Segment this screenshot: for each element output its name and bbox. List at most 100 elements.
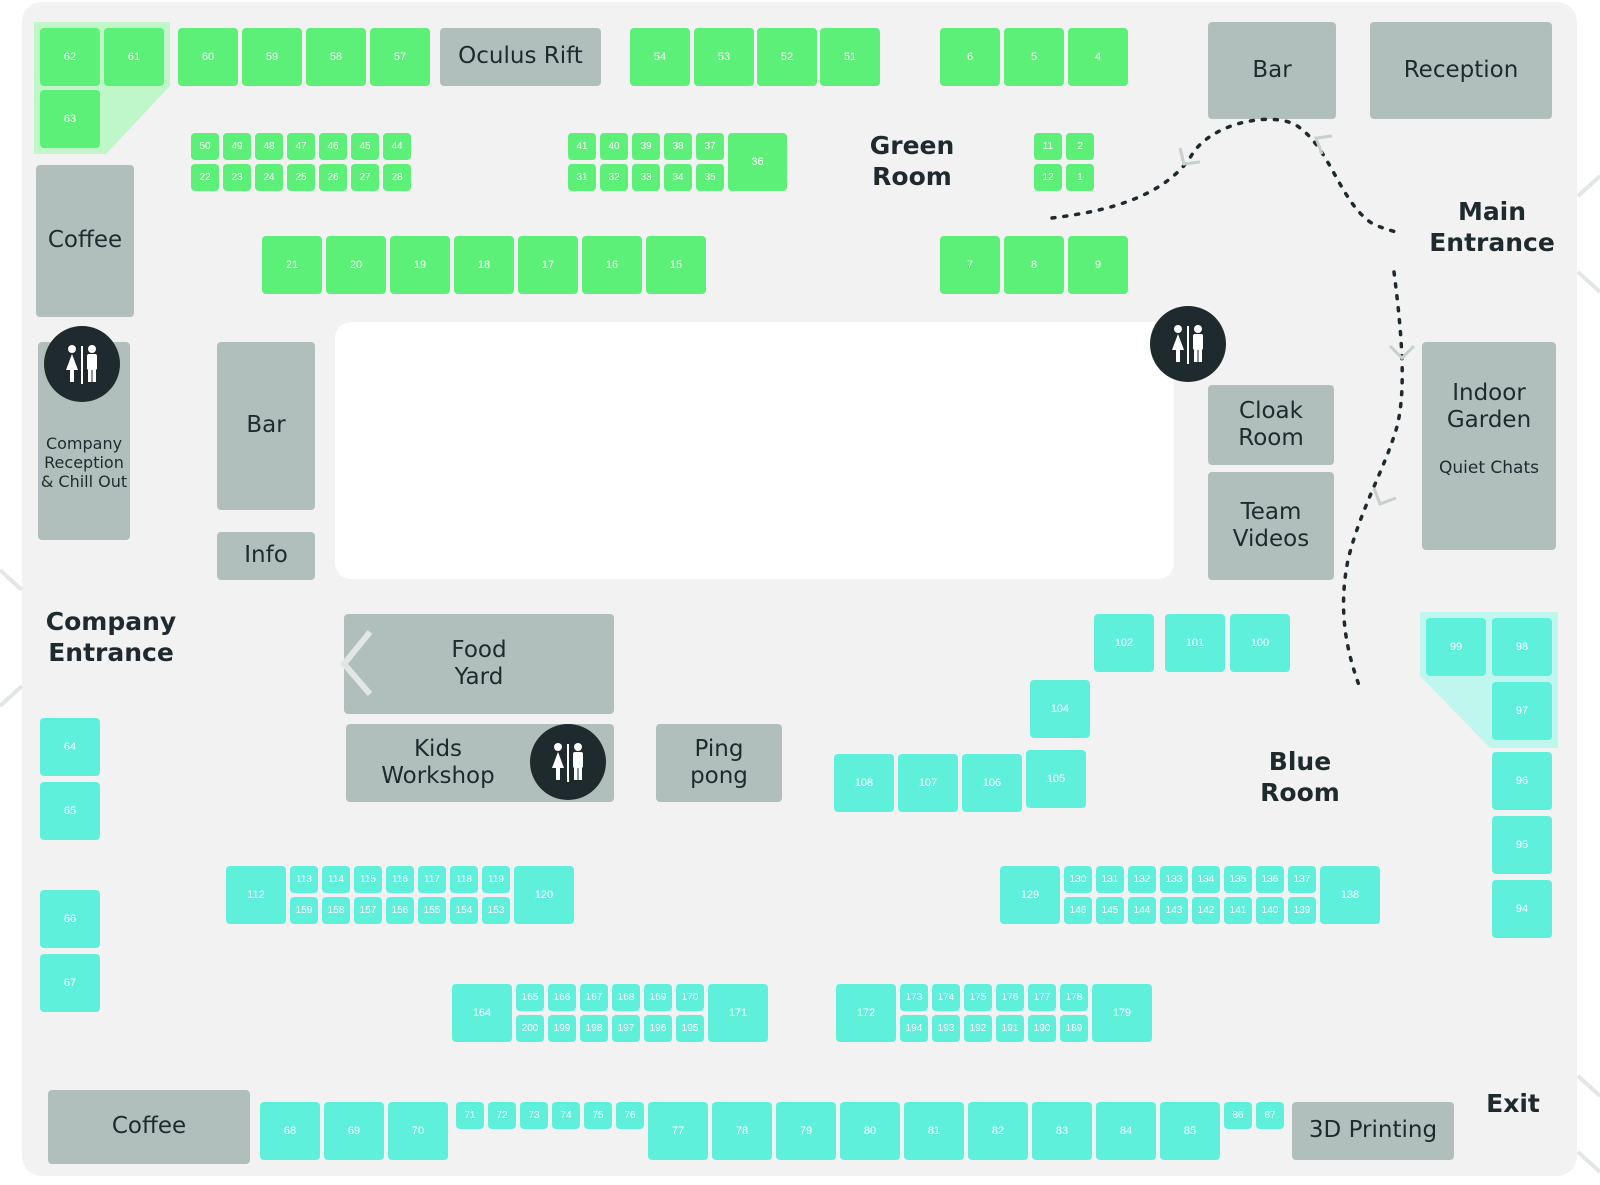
booth-155[interactable]: 155 [418, 897, 446, 924]
booth-20[interactable]: 20 [326, 236, 386, 294]
booth-176[interactable]: 176 [996, 984, 1024, 1011]
booth-172[interactable]: 172 [836, 984, 896, 1042]
booth-8[interactable]: 8 [1004, 236, 1064, 294]
booth-144[interactable]: 144 [1128, 897, 1156, 924]
booth-86[interactable]: 86 [1224, 1102, 1252, 1129]
booth-165[interactable]: 165 [516, 984, 544, 1011]
booth-154[interactable]: 154 [450, 897, 478, 924]
booth-133[interactable]: 133 [1160, 866, 1188, 893]
booth-33[interactable]: 33 [632, 164, 660, 191]
booth-146[interactable]: 146 [1064, 897, 1092, 924]
booth-108[interactable]: 108 [834, 754, 894, 812]
booth-57[interactable]: 57 [370, 28, 430, 86]
booth-198[interactable]: 198 [580, 1015, 608, 1042]
coffee-bottom-zone[interactable]: Coffee [48, 1090, 250, 1164]
cloak-room-zone[interactable]: Cloak Room [1208, 385, 1334, 465]
booth-84[interactable]: 84 [1096, 1102, 1156, 1160]
booth-80[interactable]: 80 [840, 1102, 900, 1160]
booth-4[interactable]: 4 [1068, 28, 1128, 86]
booth-41[interactable]: 41 [568, 133, 596, 160]
booth-45[interactable]: 45 [351, 133, 379, 160]
booth-96[interactable]: 96 [1492, 752, 1552, 810]
booth-38[interactable]: 38 [664, 133, 692, 160]
booth-190[interactable]: 190 [1028, 1015, 1056, 1042]
coffee-top-zone[interactable]: Coffee [36, 165, 134, 317]
booth-74[interactable]: 74 [552, 1102, 580, 1129]
booth-2[interactable]: 2 [1066, 133, 1094, 160]
booth-6[interactable]: 6 [940, 28, 1000, 86]
booth-101[interactable]: 101 [1165, 614, 1225, 672]
booth-32[interactable]: 32 [600, 164, 628, 191]
booth-167[interactable]: 167 [580, 984, 608, 1011]
booth-39[interactable]: 39 [632, 133, 660, 160]
booth-67[interactable]: 67 [40, 954, 100, 1012]
booth-59[interactable]: 59 [242, 28, 302, 86]
booth-178[interactable]: 178 [1060, 984, 1088, 1011]
booth-102[interactable]: 102 [1094, 614, 1154, 672]
booth-157[interactable]: 157 [354, 897, 382, 924]
booth-100[interactable]: 100 [1230, 614, 1290, 672]
booth-31[interactable]: 31 [568, 164, 596, 191]
booth-134[interactable]: 134 [1192, 866, 1220, 893]
booth-179[interactable]: 179 [1092, 984, 1152, 1042]
booth-81[interactable]: 81 [904, 1102, 964, 1160]
booth-21[interactable]: 21 [262, 236, 322, 294]
booth-97[interactable]: 97 [1492, 682, 1552, 740]
booth-27[interactable]: 27 [351, 164, 379, 191]
booth-34[interactable]: 34 [664, 164, 692, 191]
booth-117[interactable]: 117 [418, 866, 446, 893]
booth-40[interactable]: 40 [600, 133, 628, 160]
booth-156[interactable]: 156 [386, 897, 414, 924]
booth-104[interactable]: 104 [1030, 680, 1090, 738]
bar-left-zone[interactable]: Bar [217, 342, 315, 510]
booth-18[interactable]: 18 [454, 236, 514, 294]
booth-68[interactable]: 68 [260, 1102, 320, 1160]
booth-69[interactable]: 69 [324, 1102, 384, 1160]
booth-141[interactable]: 141 [1224, 897, 1252, 924]
booth-47[interactable]: 47 [287, 133, 315, 160]
indoor-garden-zone[interactable]: Indoor Garden Quiet Chats [1422, 342, 1556, 550]
booth-53[interactable]: 53 [694, 28, 754, 86]
booth-11[interactable]: 11 [1034, 133, 1062, 160]
booth-77[interactable]: 77 [648, 1102, 708, 1160]
booth-17[interactable]: 17 [518, 236, 578, 294]
booth-158[interactable]: 158 [322, 897, 350, 924]
booth-71[interactable]: 71 [456, 1102, 484, 1129]
bar-top-zone[interactable]: Bar [1208, 22, 1336, 119]
booth-36[interactable]: 36 [728, 133, 787, 191]
booth-61[interactable]: 61 [104, 28, 164, 86]
booth-64[interactable]: 64 [40, 718, 100, 776]
booth-195[interactable]: 195 [676, 1015, 704, 1042]
booth-22[interactable]: 22 [191, 164, 219, 191]
booth-166[interactable]: 166 [548, 984, 576, 1011]
booth-196[interactable]: 196 [644, 1015, 672, 1042]
booth-49[interactable]: 49 [223, 133, 251, 160]
booth-143[interactable]: 143 [1160, 897, 1188, 924]
booth-54[interactable]: 54 [630, 28, 690, 86]
booth-1[interactable]: 1 [1066, 164, 1094, 191]
booth-76[interactable]: 76 [616, 1102, 644, 1129]
booth-62[interactable]: 62 [40, 28, 100, 86]
booth-35[interactable]: 35 [696, 164, 724, 191]
booth-16[interactable]: 16 [582, 236, 642, 294]
booth-106[interactable]: 106 [962, 754, 1022, 812]
booth-82[interactable]: 82 [968, 1102, 1028, 1160]
booth-46[interactable]: 46 [319, 133, 347, 160]
booth-37[interactable]: 37 [696, 133, 724, 160]
booth-169[interactable]: 169 [644, 984, 672, 1011]
booth-50[interactable]: 50 [191, 133, 219, 160]
booth-52[interactable]: 52 [757, 28, 817, 86]
booth-191[interactable]: 191 [996, 1015, 1024, 1042]
booth-138[interactable]: 138 [1320, 866, 1380, 924]
booth-78[interactable]: 78 [712, 1102, 772, 1160]
booth-12[interactable]: 12 [1034, 164, 1062, 191]
booth-177[interactable]: 177 [1028, 984, 1056, 1011]
booth-95[interactable]: 95 [1492, 816, 1552, 874]
team-videos-zone[interactable]: Team Videos [1208, 472, 1334, 580]
reception-zone[interactable]: Reception [1370, 22, 1552, 119]
booth-83[interactable]: 83 [1032, 1102, 1092, 1160]
booth-63[interactable]: 63 [40, 90, 100, 148]
3d-printing-zone[interactable]: 3D Printing [1292, 1102, 1454, 1160]
booth-193[interactable]: 193 [932, 1015, 960, 1042]
booth-115[interactable]: 115 [354, 866, 382, 893]
